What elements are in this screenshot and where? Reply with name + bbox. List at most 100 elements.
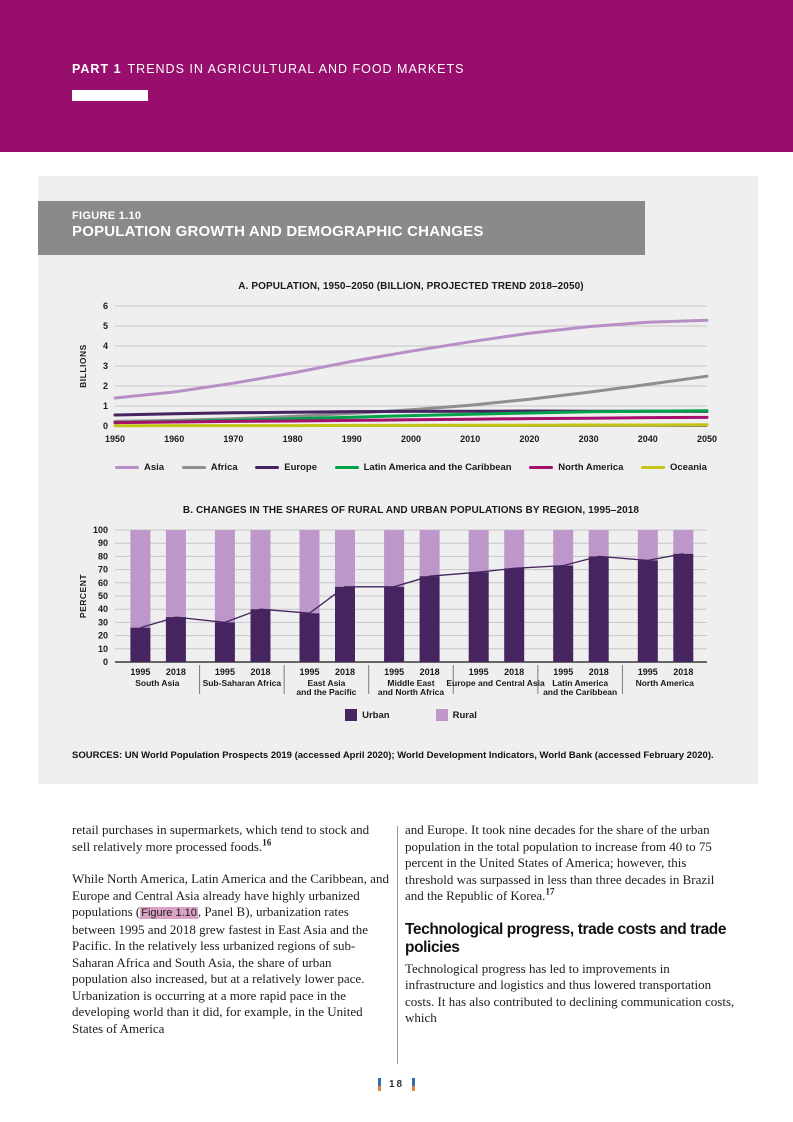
body-text-run: retail purchases in supermarkets, which … xyxy=(72,822,370,854)
svg-text:Sub-Saharan Africa: Sub-Saharan Africa xyxy=(203,678,282,688)
body-paragraph: retail purchases in supermarkets, which … xyxy=(72,822,390,855)
body-left-column: retail purchases in supermarkets, which … xyxy=(72,822,390,1064)
svg-text:2018: 2018 xyxy=(250,667,270,677)
svg-text:30: 30 xyxy=(98,617,108,627)
legend-label: Rural xyxy=(452,709,477,721)
figure-box: FIGURE 1.10 POPULATION GROWTH AND DEMOGR… xyxy=(38,176,758,784)
body-text-run: While North America, Latin America and t… xyxy=(72,871,389,919)
population-line-chart: 0 1 2 3 4 5 6 BILLIONS 1950 1960 1970 1980 1990 2000 2… xyxy=(75,300,725,453)
legend-swatch xyxy=(529,465,554,470)
svg-text:2040: 2040 xyxy=(638,434,658,444)
svg-text:10: 10 xyxy=(98,644,108,654)
svg-text:5: 5 xyxy=(103,321,108,331)
svg-text:2030: 2030 xyxy=(579,434,599,444)
legend-swatch xyxy=(181,465,206,470)
svg-text:1995: 1995 xyxy=(299,667,319,677)
svg-text:North America: North America xyxy=(636,678,695,688)
footnote-reference: 16 xyxy=(262,837,272,848)
page-number-bar-left xyxy=(377,1078,381,1091)
svg-text:PERCENT: PERCENT xyxy=(78,574,88,618)
body-right-column: and Europe. It took nine decades for the… xyxy=(405,822,735,1064)
svg-text:Middle East: Middle East xyxy=(387,678,434,688)
svg-text:4: 4 xyxy=(103,341,108,351)
urban-rural-bar-chart: 0 10 20 30 40 50 60 70 80 90 100 PERCENT 1995 2018 Sou… xyxy=(75,518,725,708)
svg-text:1990: 1990 xyxy=(342,434,362,444)
svg-text:2018: 2018 xyxy=(589,667,609,677)
page-number: 18 xyxy=(388,1079,405,1090)
panel-a-title: A. POPULATION, 1950–2050 (BILLION, PROJE… xyxy=(238,281,584,292)
svg-text:20: 20 xyxy=(98,631,108,641)
body-text-run: , Panel B), urbanization rates between 1… xyxy=(72,904,369,1036)
footnote-reference: 17 xyxy=(545,886,555,897)
svg-text:2018: 2018 xyxy=(420,667,440,677)
legend-swatch xyxy=(640,465,665,470)
svg-text:2010: 2010 xyxy=(460,434,480,444)
svg-text:and North Africa: and North Africa xyxy=(378,687,445,697)
svg-text:100: 100 xyxy=(93,525,108,535)
svg-text:2018: 2018 xyxy=(166,667,186,677)
svg-text:0: 0 xyxy=(103,421,108,431)
legend-label: Urban xyxy=(362,709,390,721)
svg-text:80: 80 xyxy=(98,551,108,561)
legend-label: Europe xyxy=(284,462,317,473)
svg-text:East Asia: East Asia xyxy=(307,678,345,688)
legend-item: Latin America and the Caribbean xyxy=(334,462,512,473)
page-number-bar-right xyxy=(412,1078,416,1091)
svg-text:2000: 2000 xyxy=(401,434,421,444)
legend-swatch xyxy=(435,709,448,721)
legend-item: Africa xyxy=(181,462,238,473)
svg-text:2: 2 xyxy=(103,381,108,391)
legend-label: North America xyxy=(558,462,624,473)
part-title: TRENDS IN AGRICULTURAL AND FOOD MARKETS xyxy=(127,62,465,76)
body-text-run: Technological progress has led to improv… xyxy=(405,960,735,1026)
body-paragraph: and Europe. It took nine decades for the… xyxy=(405,822,735,905)
legend-swatch xyxy=(255,465,280,470)
svg-text:50: 50 xyxy=(98,591,108,601)
legend-label: Latin America and the Caribbean xyxy=(363,462,512,473)
svg-text:2020: 2020 xyxy=(519,434,539,444)
svg-text:2018: 2018 xyxy=(504,667,524,677)
svg-text:Latin America: Latin America xyxy=(552,678,608,688)
svg-text:and the Pacific: and the Pacific xyxy=(296,687,356,697)
figure-sources: SOURCES: UN World Population Prospects 2… xyxy=(72,750,714,761)
banner-underline xyxy=(72,90,148,101)
svg-text:2018: 2018 xyxy=(673,667,693,677)
panel-b-title: B. CHANGES IN THE SHARES OF RURAL AND UR… xyxy=(182,505,640,516)
body-subheading: Technological progress, trade costs and … xyxy=(405,920,727,956)
figure-reference-link[interactable]: Figure 1.10 xyxy=(140,907,198,919)
svg-text:1995: 1995 xyxy=(638,667,658,677)
legend-swatch xyxy=(115,465,139,470)
svg-text:1995: 1995 xyxy=(130,667,150,677)
column-divider xyxy=(397,826,398,1064)
legend-item: Europe xyxy=(255,462,317,473)
svg-text:2018: 2018 xyxy=(335,667,355,677)
legend-label: Asia xyxy=(144,462,165,473)
svg-text:40: 40 xyxy=(98,604,108,614)
svg-text:0: 0 xyxy=(103,657,108,667)
svg-text:1960: 1960 xyxy=(164,434,184,444)
body-text-run: and Europe. It took nine decades for the… xyxy=(405,822,715,903)
legend-item: Asia xyxy=(115,462,164,473)
figure-header: FIGURE 1.10 POPULATION GROWTH AND DEMOGR… xyxy=(38,201,645,255)
part-label: PART 1 xyxy=(72,62,122,76)
svg-text:BILLIONS: BILLIONS xyxy=(78,344,88,388)
svg-text:1980: 1980 xyxy=(283,434,303,444)
part-banner: PART 1 TRENDS IN AGRICULTURAL AND FOOD MA… xyxy=(0,0,793,152)
svg-text:90: 90 xyxy=(98,538,108,548)
svg-text:2050: 2050 xyxy=(697,434,717,444)
body-paragraph: Technological progress has led to improv… xyxy=(405,961,735,1027)
svg-text:1970: 1970 xyxy=(223,434,243,444)
panel-a-svg: 0 1 2 3 4 5 6 BILLIONS 1950 1960 1970 1980 1990 2000 2… xyxy=(78,301,717,444)
svg-text:South Asia: South Asia xyxy=(135,678,179,688)
svg-text:1: 1 xyxy=(103,401,108,411)
legend-label: Africa xyxy=(210,462,238,473)
legend-swatch xyxy=(334,465,359,470)
body-paragraph: While North America, Latin America and t… xyxy=(72,871,390,1037)
svg-text:70: 70 xyxy=(98,565,108,575)
legend-item: Rural xyxy=(435,709,477,721)
svg-text:60: 60 xyxy=(98,578,108,588)
svg-text:and the Caribbean: and the Caribbean xyxy=(543,687,617,697)
body-text: retail purchases in supermarkets, which … xyxy=(72,822,735,1064)
svg-text:1950: 1950 xyxy=(105,434,125,444)
figure-title: POPULATION GROWTH AND DEMOGRAPHIC CHANGE… xyxy=(72,223,484,240)
